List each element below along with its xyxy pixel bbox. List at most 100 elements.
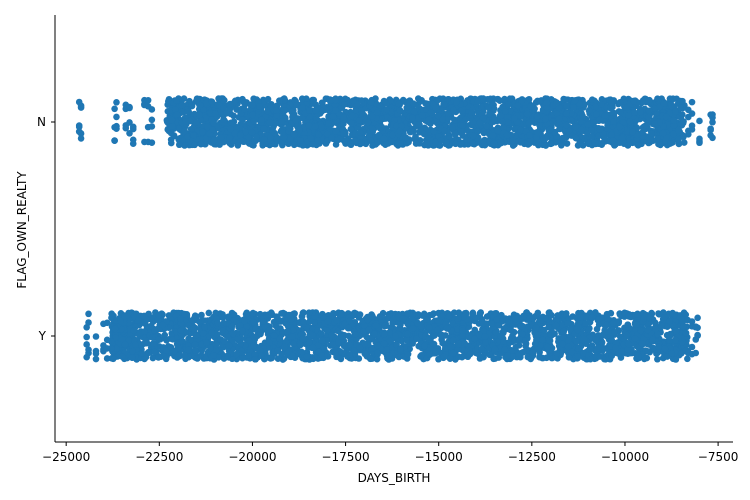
data-point — [272, 322, 280, 330]
data-point — [667, 95, 674, 103]
data-point — [253, 133, 260, 141]
data-point — [195, 318, 203, 325]
data-point — [507, 108, 514, 115]
data-point — [271, 129, 279, 137]
data-point — [265, 311, 272, 318]
data-point — [187, 125, 195, 133]
data-point — [202, 114, 210, 122]
data-point — [543, 99, 551, 107]
data-point — [170, 132, 178, 139]
data-point — [176, 124, 184, 132]
data-point — [671, 336, 679, 344]
data-point — [562, 310, 570, 317]
data-point — [162, 355, 170, 363]
data-point — [249, 111, 256, 119]
data-point — [220, 313, 227, 321]
data-point — [347, 119, 355, 127]
data-point — [561, 134, 568, 141]
data-point — [370, 330, 378, 338]
data-point — [651, 105, 659, 113]
data-point — [593, 325, 601, 333]
data-point — [193, 96, 201, 104]
data-point — [382, 141, 389, 149]
data-point — [77, 130, 85, 137]
data-point — [572, 134, 580, 142]
data-point — [525, 119, 533, 127]
data-point — [373, 109, 381, 116]
data-point — [388, 138, 395, 146]
data-point — [250, 95, 258, 103]
data-point — [580, 101, 588, 109]
data-point — [309, 344, 317, 351]
data-point — [461, 340, 468, 347]
data-point — [349, 97, 357, 104]
data-point — [492, 310, 500, 317]
data-point — [395, 100, 402, 108]
data-point — [299, 104, 306, 112]
data-point — [202, 135, 209, 143]
data-point — [332, 96, 340, 104]
data-point — [667, 140, 674, 147]
data-point — [709, 134, 716, 142]
data-point — [573, 338, 580, 345]
data-point — [215, 95, 222, 102]
data-point — [281, 97, 288, 104]
data-point — [518, 138, 525, 146]
data-point — [256, 346, 264, 354]
data-point — [108, 310, 115, 318]
data-point — [707, 126, 714, 134]
data-point — [151, 348, 158, 356]
data-point — [229, 330, 237, 338]
data-point — [309, 99, 317, 106]
data-point — [113, 125, 120, 132]
data-point — [296, 126, 303, 134]
data-point — [654, 355, 661, 363]
data-point — [678, 111, 686, 118]
data-point — [434, 112, 442, 120]
data-point — [312, 106, 320, 114]
data-point — [318, 123, 326, 131]
data-point — [523, 110, 531, 118]
data-point — [485, 96, 493, 104]
data-point — [423, 140, 431, 148]
data-point — [629, 139, 636, 147]
data-point — [129, 123, 137, 131]
data-point — [347, 140, 354, 147]
data-point — [307, 134, 314, 142]
data-point — [610, 109, 618, 117]
data-point — [299, 142, 307, 149]
data-point — [190, 131, 197, 139]
data-point — [436, 142, 444, 149]
data-point — [592, 103, 599, 110]
data-point — [485, 104, 492, 111]
data-point — [233, 106, 240, 113]
data-point — [541, 115, 549, 123]
data-point — [396, 106, 404, 114]
data-point — [568, 109, 575, 117]
data-point — [406, 128, 414, 136]
data-point — [279, 129, 287, 136]
data-point — [459, 122, 466, 129]
data-point — [385, 352, 393, 359]
data-point — [451, 130, 459, 137]
data-point — [260, 318, 267, 325]
data-point — [457, 141, 464, 148]
data-point — [260, 136, 268, 143]
data-point — [197, 140, 205, 148]
data-point — [617, 109, 624, 116]
data-point — [267, 355, 274, 362]
data-point — [671, 108, 679, 116]
data-point — [380, 97, 388, 105]
data-point — [601, 112, 609, 119]
data-point — [364, 118, 372, 126]
data-point — [669, 309, 676, 317]
data-point — [656, 119, 663, 126]
data-point — [474, 98, 482, 105]
data-point — [660, 100, 668, 108]
data-point — [294, 326, 302, 334]
data-point — [148, 333, 156, 341]
data-point — [305, 122, 313, 129]
data-point — [409, 114, 416, 122]
data-point — [553, 99, 560, 106]
data-point — [511, 115, 518, 122]
